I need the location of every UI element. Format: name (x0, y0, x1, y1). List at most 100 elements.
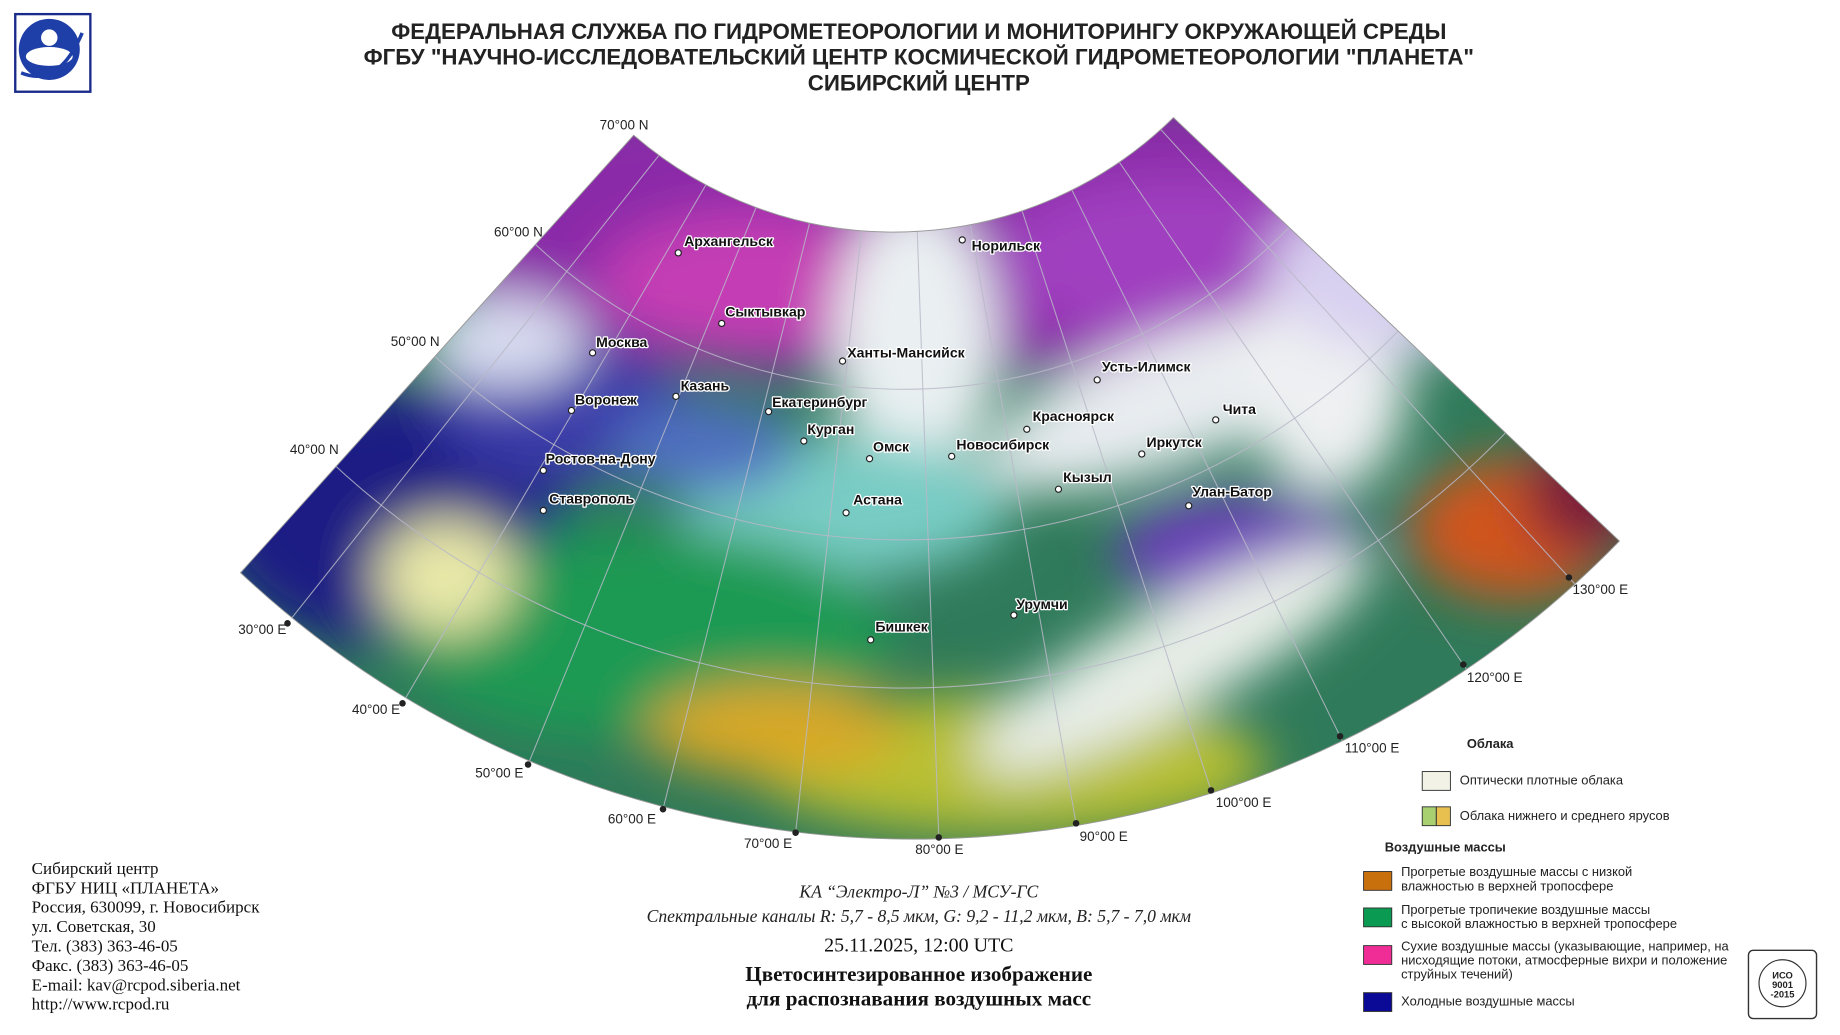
city-label: Урумчи (1016, 596, 1067, 612)
map-border (239, 116, 1621, 840)
longitude-line (903, 117, 1086, 840)
city-marker (958, 236, 966, 244)
longitude-label: 50°00 E (475, 765, 523, 780)
city-marker (718, 319, 726, 328)
caption-title: Цветосинтезированное изображение (745, 962, 1092, 986)
longitude-marker (1072, 820, 1080, 827)
city-label: Курган (807, 421, 854, 437)
header-line: ФЕДЕРАЛЬНАЯ СЛУЖБА ПО ГИДРОМЕТЕОРОЛОГИИ … (391, 19, 1446, 44)
legend-swatches (1363, 771, 1451, 1012)
city-marker (764, 408, 773, 416)
longitude-marker (284, 620, 291, 627)
longitude-label: 60°00 E (608, 811, 656, 826)
longitude-line (508, 117, 905, 811)
city-label: Иркутск (1146, 434, 1202, 450)
city-marker (842, 509, 850, 517)
legend-label: струйных течений) (1401, 967, 1513, 982)
legend-label: Прогретые тропичекие воздушные массы (1401, 902, 1650, 917)
longitude-line (376, 117, 905, 747)
city-label: Улан-Батор (1192, 483, 1272, 499)
city-marker (1054, 485, 1063, 493)
latitude-label: 70°00 N (600, 117, 649, 132)
city-label: Кызыл (1063, 469, 1112, 485)
contact-line: ул. Советская, 30 (32, 917, 156, 936)
city-marker (674, 249, 682, 257)
longitude-line (903, 117, 1492, 706)
city-marker (867, 636, 875, 644)
city-marker (838, 357, 847, 365)
caption-title: для распознавания воздушных масс (747, 987, 1092, 1011)
caption-datetime: 25.11.2025, 12:00 UTC (824, 934, 1013, 956)
city-label: Чита (1223, 401, 1256, 417)
longitude-line (903, 117, 1603, 615)
badge-text: ИСО (1772, 970, 1793, 981)
longitude-label: 100°00 E (1216, 795, 1272, 810)
graticule (240, 117, 1620, 840)
certification-badge (1747, 949, 1818, 1020)
legend-label: влажностью в верхней тропосфере (1401, 878, 1613, 893)
caption-channels: Спектральные каналы R: 5,7 - 8,5 мкм, G:… (647, 906, 1191, 926)
latitude-line (240, 117, 1596, 541)
logo (14, 12, 92, 93)
legend-label: с высокой влажностью в верхней тропосфер… (1401, 916, 1677, 931)
city-marker (865, 455, 874, 463)
contact-line: ФГБУ НИЦ «ПЛАНЕТА» (32, 878, 219, 897)
city-marker (1093, 376, 1101, 384)
city-label: Ростов-на-Дону (546, 450, 656, 466)
longitude-line (903, 117, 1363, 781)
city-label: Архангельск (684, 233, 774, 249)
city-marker (567, 406, 576, 415)
contact-line: Сибирский центр (32, 859, 159, 878)
city-label: Сыктывкар (725, 303, 806, 319)
caption-satellite: КА “Электро-Л” №3 / МСУ-ГС (798, 881, 1038, 901)
city-marker (948, 452, 956, 460)
city-marker (1010, 611, 1018, 619)
header-line: СИБИРСКИЙ ЦЕНТР (808, 71, 1030, 96)
longitude-marker (524, 761, 532, 768)
city-marker (539, 506, 547, 515)
city-marker (588, 349, 597, 357)
legend-label: нисходящие потоки, атмосферные вихри и п… (1401, 952, 1727, 967)
city-label: Ханты-Мансийск (847, 345, 965, 361)
longitude-marker (399, 700, 406, 707)
city-marker (1023, 425, 1031, 433)
longitude-line (903, 117, 942, 840)
contact-line: Факс. (383) 363-46-05 (32, 956, 189, 975)
legend-label: Прогретые воздушные массы с низкой (1401, 864, 1632, 879)
latitude-label: 60°00 N (494, 224, 543, 239)
city-label: Ставрополь (549, 490, 634, 506)
legend-title: Воздушные массы (1385, 840, 1506, 855)
contact-line: Россия, 630099, г. Новосибирск (32, 898, 261, 917)
texts: ФЕДЕРАЛЬНАЯ СЛУЖБА ПО ГИДРОМЕТЕОРОЛОГИИ … (32, 19, 1795, 1014)
longitude-label: 70°00 E (744, 836, 792, 851)
longitude-line (789, 117, 905, 840)
city-marker (800, 437, 808, 445)
city-label: Омск (873, 439, 910, 455)
header-line: ФГБУ "НАУЧНО-ИССЛЕДОВАТЕЛЬСКИЙ ЦЕНТР КОС… (364, 45, 1474, 70)
city-marker (1185, 502, 1193, 510)
longitude-marker (1336, 732, 1344, 740)
badge-text: -2015 (1771, 988, 1795, 999)
latitude-label: 50°00 N (391, 334, 440, 349)
longitude-marker (1565, 574, 1573, 581)
latitude-line (240, 117, 1620, 689)
city-label: Астана (853, 492, 902, 508)
contact-line: http://www.rcpod.ru (32, 995, 170, 1014)
city-label: Воронеж (575, 392, 638, 408)
longitude-marker (659, 805, 667, 813)
city-label: Казань (681, 377, 730, 393)
city-marker (1212, 416, 1220, 424)
longitude-label: 30°00 E (238, 622, 286, 637)
city-label: Бишкек (875, 619, 928, 635)
longitude-label: 90°00 E (1080, 829, 1128, 844)
legend-label: Облака нижнего и среднего ярусов (1460, 808, 1670, 823)
city-label: Новосибирск (956, 436, 1050, 452)
longitude-label: 40°00 E (352, 702, 400, 717)
longitude-line (256, 117, 904, 663)
legend-label: Оптически плотные облака (1460, 772, 1624, 787)
contact-line: E-mail: kav@rcpod.siberia.net (32, 975, 241, 994)
city-label: Норильск (972, 238, 1041, 254)
